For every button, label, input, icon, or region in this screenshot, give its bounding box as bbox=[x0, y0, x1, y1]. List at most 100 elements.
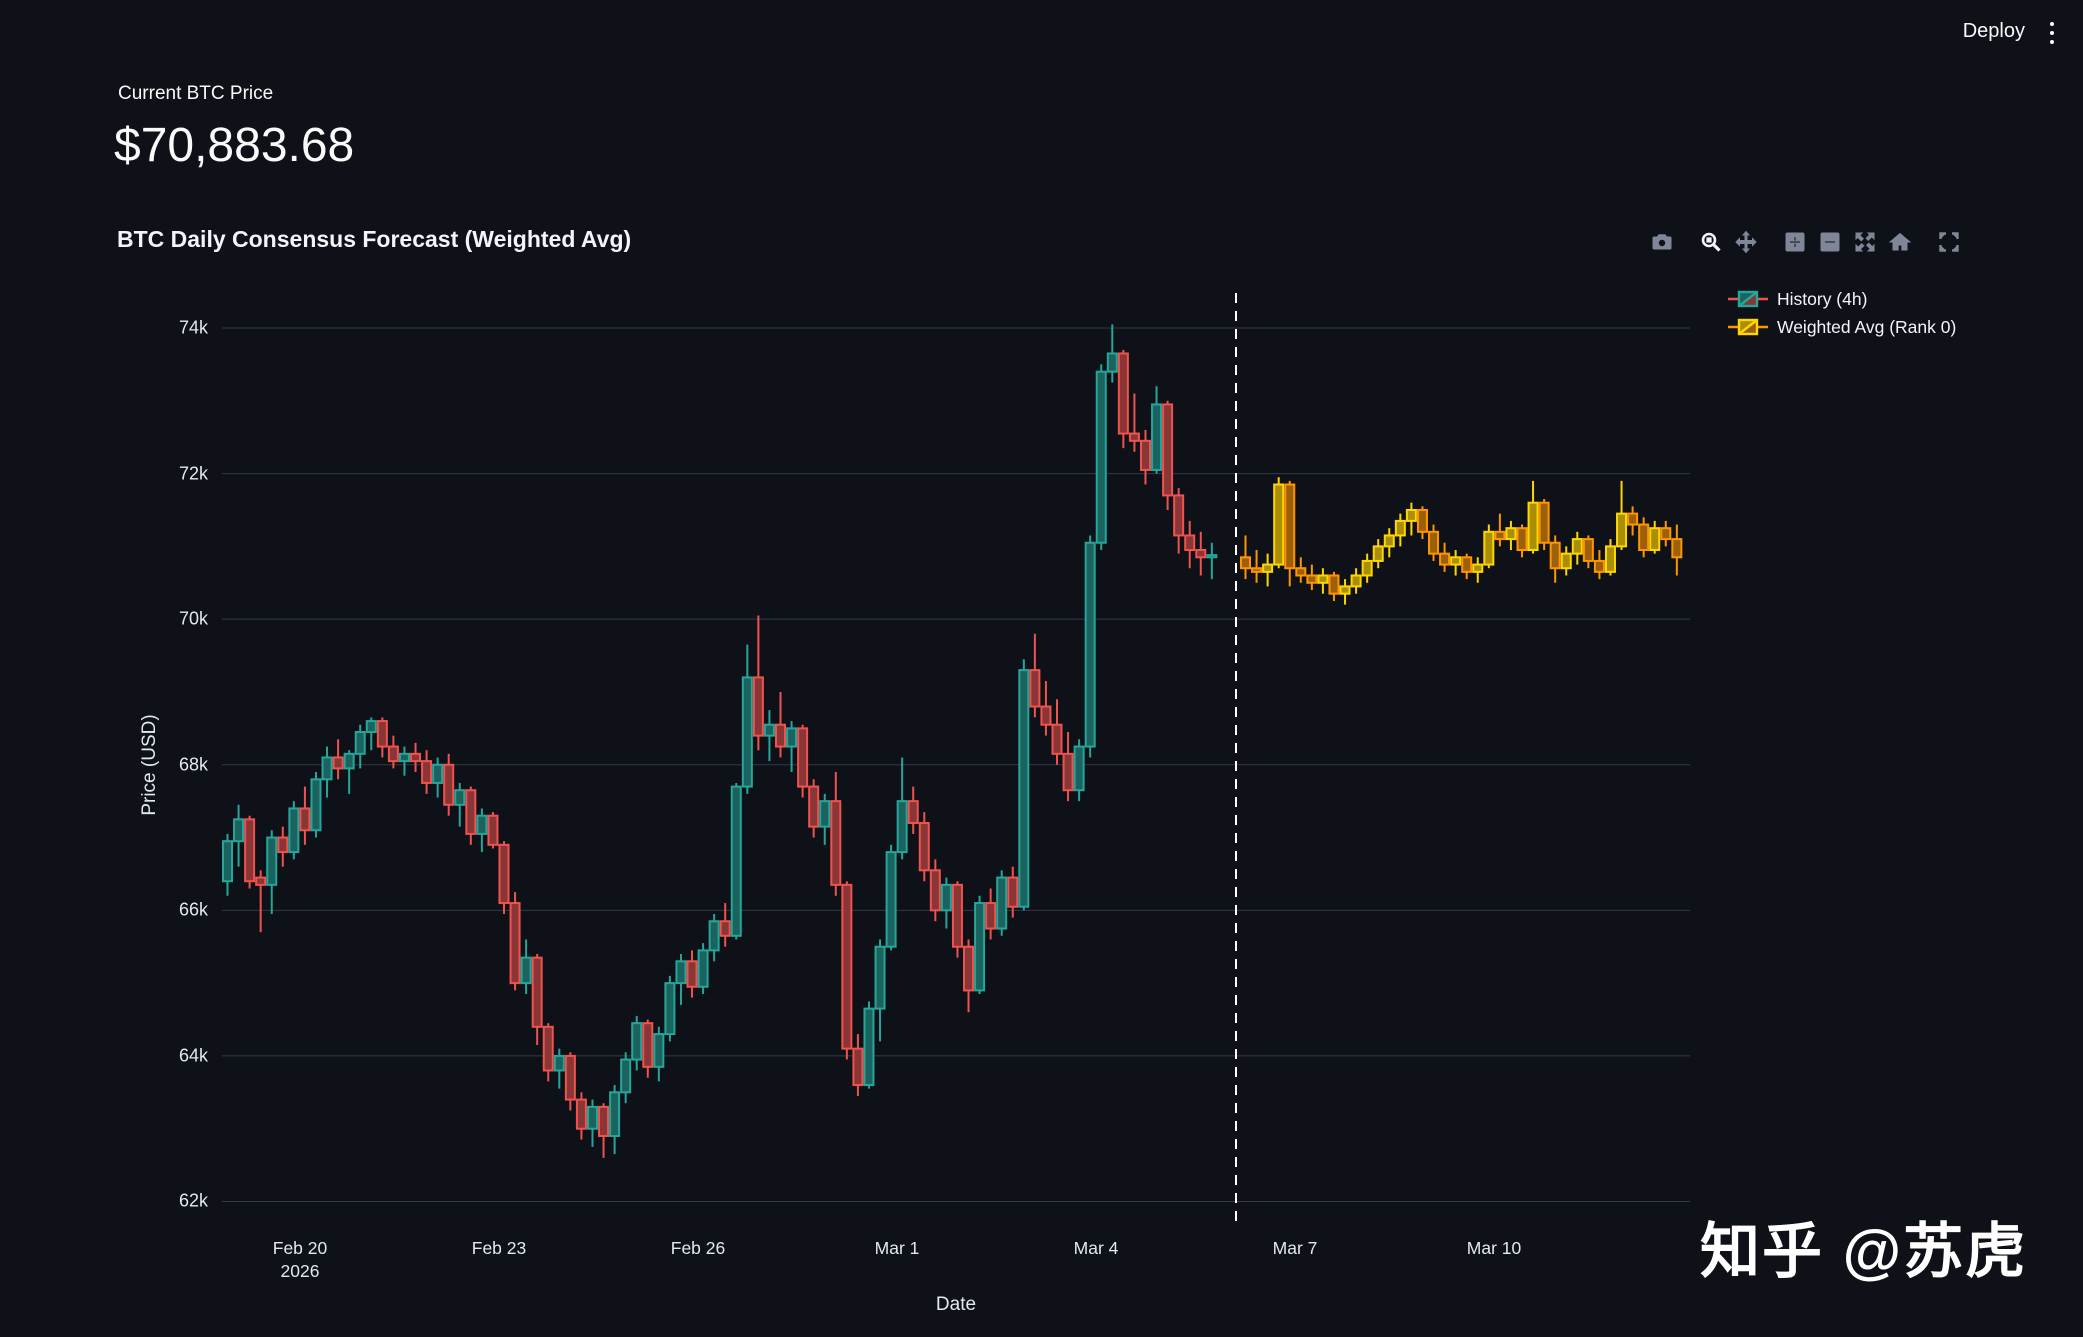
candle-body bbox=[1284, 483, 1296, 570]
candle-body bbox=[1339, 585, 1351, 595]
candle-body bbox=[299, 807, 311, 832]
candle-body bbox=[1029, 669, 1041, 708]
candle-body bbox=[1262, 563, 1274, 573]
zoom-icon[interactable] bbox=[1699, 230, 1723, 254]
candle-body bbox=[1638, 523, 1650, 552]
candle-body bbox=[1560, 552, 1572, 570]
legend-item-history[interactable]: History (4h) bbox=[1728, 285, 1956, 313]
candle-body bbox=[1405, 508, 1417, 522]
candle-body bbox=[1361, 559, 1373, 577]
candle-body bbox=[951, 883, 963, 948]
x-tick-label: Feb 20 bbox=[272, 1238, 328, 1258]
candle-body bbox=[1582, 538, 1594, 562]
candle-body bbox=[841, 883, 853, 1050]
candle-body bbox=[808, 785, 820, 828]
candle-body bbox=[752, 676, 764, 737]
candle-body bbox=[1372, 545, 1384, 562]
candle-body bbox=[1317, 574, 1329, 584]
candle-body bbox=[376, 720, 388, 748]
candle-body bbox=[233, 818, 245, 843]
x-tick-label: Mar 7 bbox=[1272, 1238, 1318, 1258]
candle-body bbox=[310, 778, 322, 832]
candle-body bbox=[1018, 669, 1030, 908]
kebab-menu-icon[interactable] bbox=[2043, 22, 2061, 44]
candle-body bbox=[1439, 552, 1451, 566]
candle-body bbox=[1616, 512, 1628, 548]
candle-body bbox=[1206, 554, 1218, 559]
candle-body bbox=[985, 902, 997, 930]
candle-body bbox=[1494, 530, 1506, 541]
candle-body bbox=[222, 840, 233, 883]
candle-body bbox=[354, 730, 366, 755]
candle-body bbox=[432, 763, 444, 784]
pan-icon[interactable] bbox=[1734, 230, 1758, 254]
candle-body bbox=[907, 800, 919, 824]
candle-body bbox=[609, 1091, 621, 1137]
fullscreen-icon[interactable] bbox=[1937, 230, 1961, 254]
candle-body bbox=[598, 1105, 610, 1137]
candle-body bbox=[1505, 527, 1517, 541]
candle-body bbox=[929, 869, 941, 912]
home-icon[interactable] bbox=[1888, 230, 1912, 254]
watermark: 知乎 @苏虎 bbox=[1700, 1218, 2028, 1285]
candle-body bbox=[476, 814, 488, 835]
candle-body bbox=[1007, 876, 1019, 908]
candle-body bbox=[332, 756, 344, 770]
y-axis-title: Price (USD) bbox=[139, 714, 160, 816]
candle-body bbox=[1660, 527, 1672, 541]
candle-body bbox=[675, 960, 687, 985]
candle-body bbox=[1472, 563, 1484, 573]
candle-body bbox=[1571, 538, 1583, 555]
candle-body bbox=[255, 876, 267, 886]
candle-body bbox=[963, 945, 975, 992]
candle-body bbox=[763, 723, 775, 737]
candle-body bbox=[586, 1105, 598, 1130]
candle-body bbox=[1106, 352, 1118, 373]
candle-body bbox=[531, 956, 543, 1028]
candle-body bbox=[1483, 530, 1495, 566]
candle-body bbox=[1350, 574, 1362, 588]
candle-body bbox=[277, 836, 289, 854]
candle-body bbox=[1128, 432, 1140, 442]
metric-label: Current BTC Price bbox=[118, 83, 274, 104]
chart-title: BTC Daily Consensus Forecast (Weighted A… bbox=[117, 226, 632, 252]
history-legend-swatch bbox=[1728, 290, 1768, 308]
candle-body bbox=[1549, 541, 1561, 570]
candle-body bbox=[896, 800, 908, 854]
weighted-avg-legend-swatch bbox=[1728, 318, 1768, 336]
candle-body bbox=[1516, 527, 1528, 552]
candle-body bbox=[1117, 352, 1129, 435]
candle-body bbox=[509, 902, 521, 985]
deploy-button[interactable]: Deploy bbox=[1962, 20, 2025, 42]
zoom-in-icon[interactable] bbox=[1783, 230, 1807, 254]
autoscale-icon[interactable] bbox=[1853, 230, 1877, 254]
candle-body bbox=[974, 902, 986, 992]
camera-icon[interactable] bbox=[1650, 230, 1674, 254]
candle-body bbox=[1084, 541, 1096, 748]
candle-body bbox=[775, 723, 786, 748]
y-tick-label: 62k bbox=[178, 1190, 208, 1211]
zoom-out-icon[interactable] bbox=[1818, 230, 1842, 254]
legend-label-history: History (4h) bbox=[1777, 288, 1868, 309]
plotly-modebar bbox=[1650, 230, 1972, 254]
candle-body bbox=[697, 949, 709, 988]
candle-body bbox=[1273, 483, 1285, 566]
candle-body bbox=[1538, 501, 1550, 544]
candle-body bbox=[553, 1054, 565, 1072]
candle-body bbox=[686, 960, 698, 988]
y-tick-label: 70k bbox=[178, 608, 208, 629]
candle-body bbox=[1461, 556, 1473, 573]
x-axis-title: Date bbox=[935, 1294, 977, 1315]
legend-label-weighted-avg: Weighted Avg (Rank 0) bbox=[1777, 316, 1957, 337]
chart-legend: History (4h) Weighted Avg (Rank 0) bbox=[1728, 285, 1956, 341]
candle-body bbox=[443, 763, 455, 806]
candle-body bbox=[542, 1025, 554, 1072]
candle-body bbox=[1173, 494, 1185, 537]
candle-body bbox=[266, 836, 278, 886]
candle-body bbox=[852, 1047, 864, 1087]
candle-body bbox=[487, 814, 499, 846]
legend-item-weighted-avg[interactable]: Weighted Avg (Rank 0) bbox=[1728, 313, 1956, 341]
candle-body bbox=[465, 789, 477, 835]
candle-body bbox=[797, 727, 809, 788]
